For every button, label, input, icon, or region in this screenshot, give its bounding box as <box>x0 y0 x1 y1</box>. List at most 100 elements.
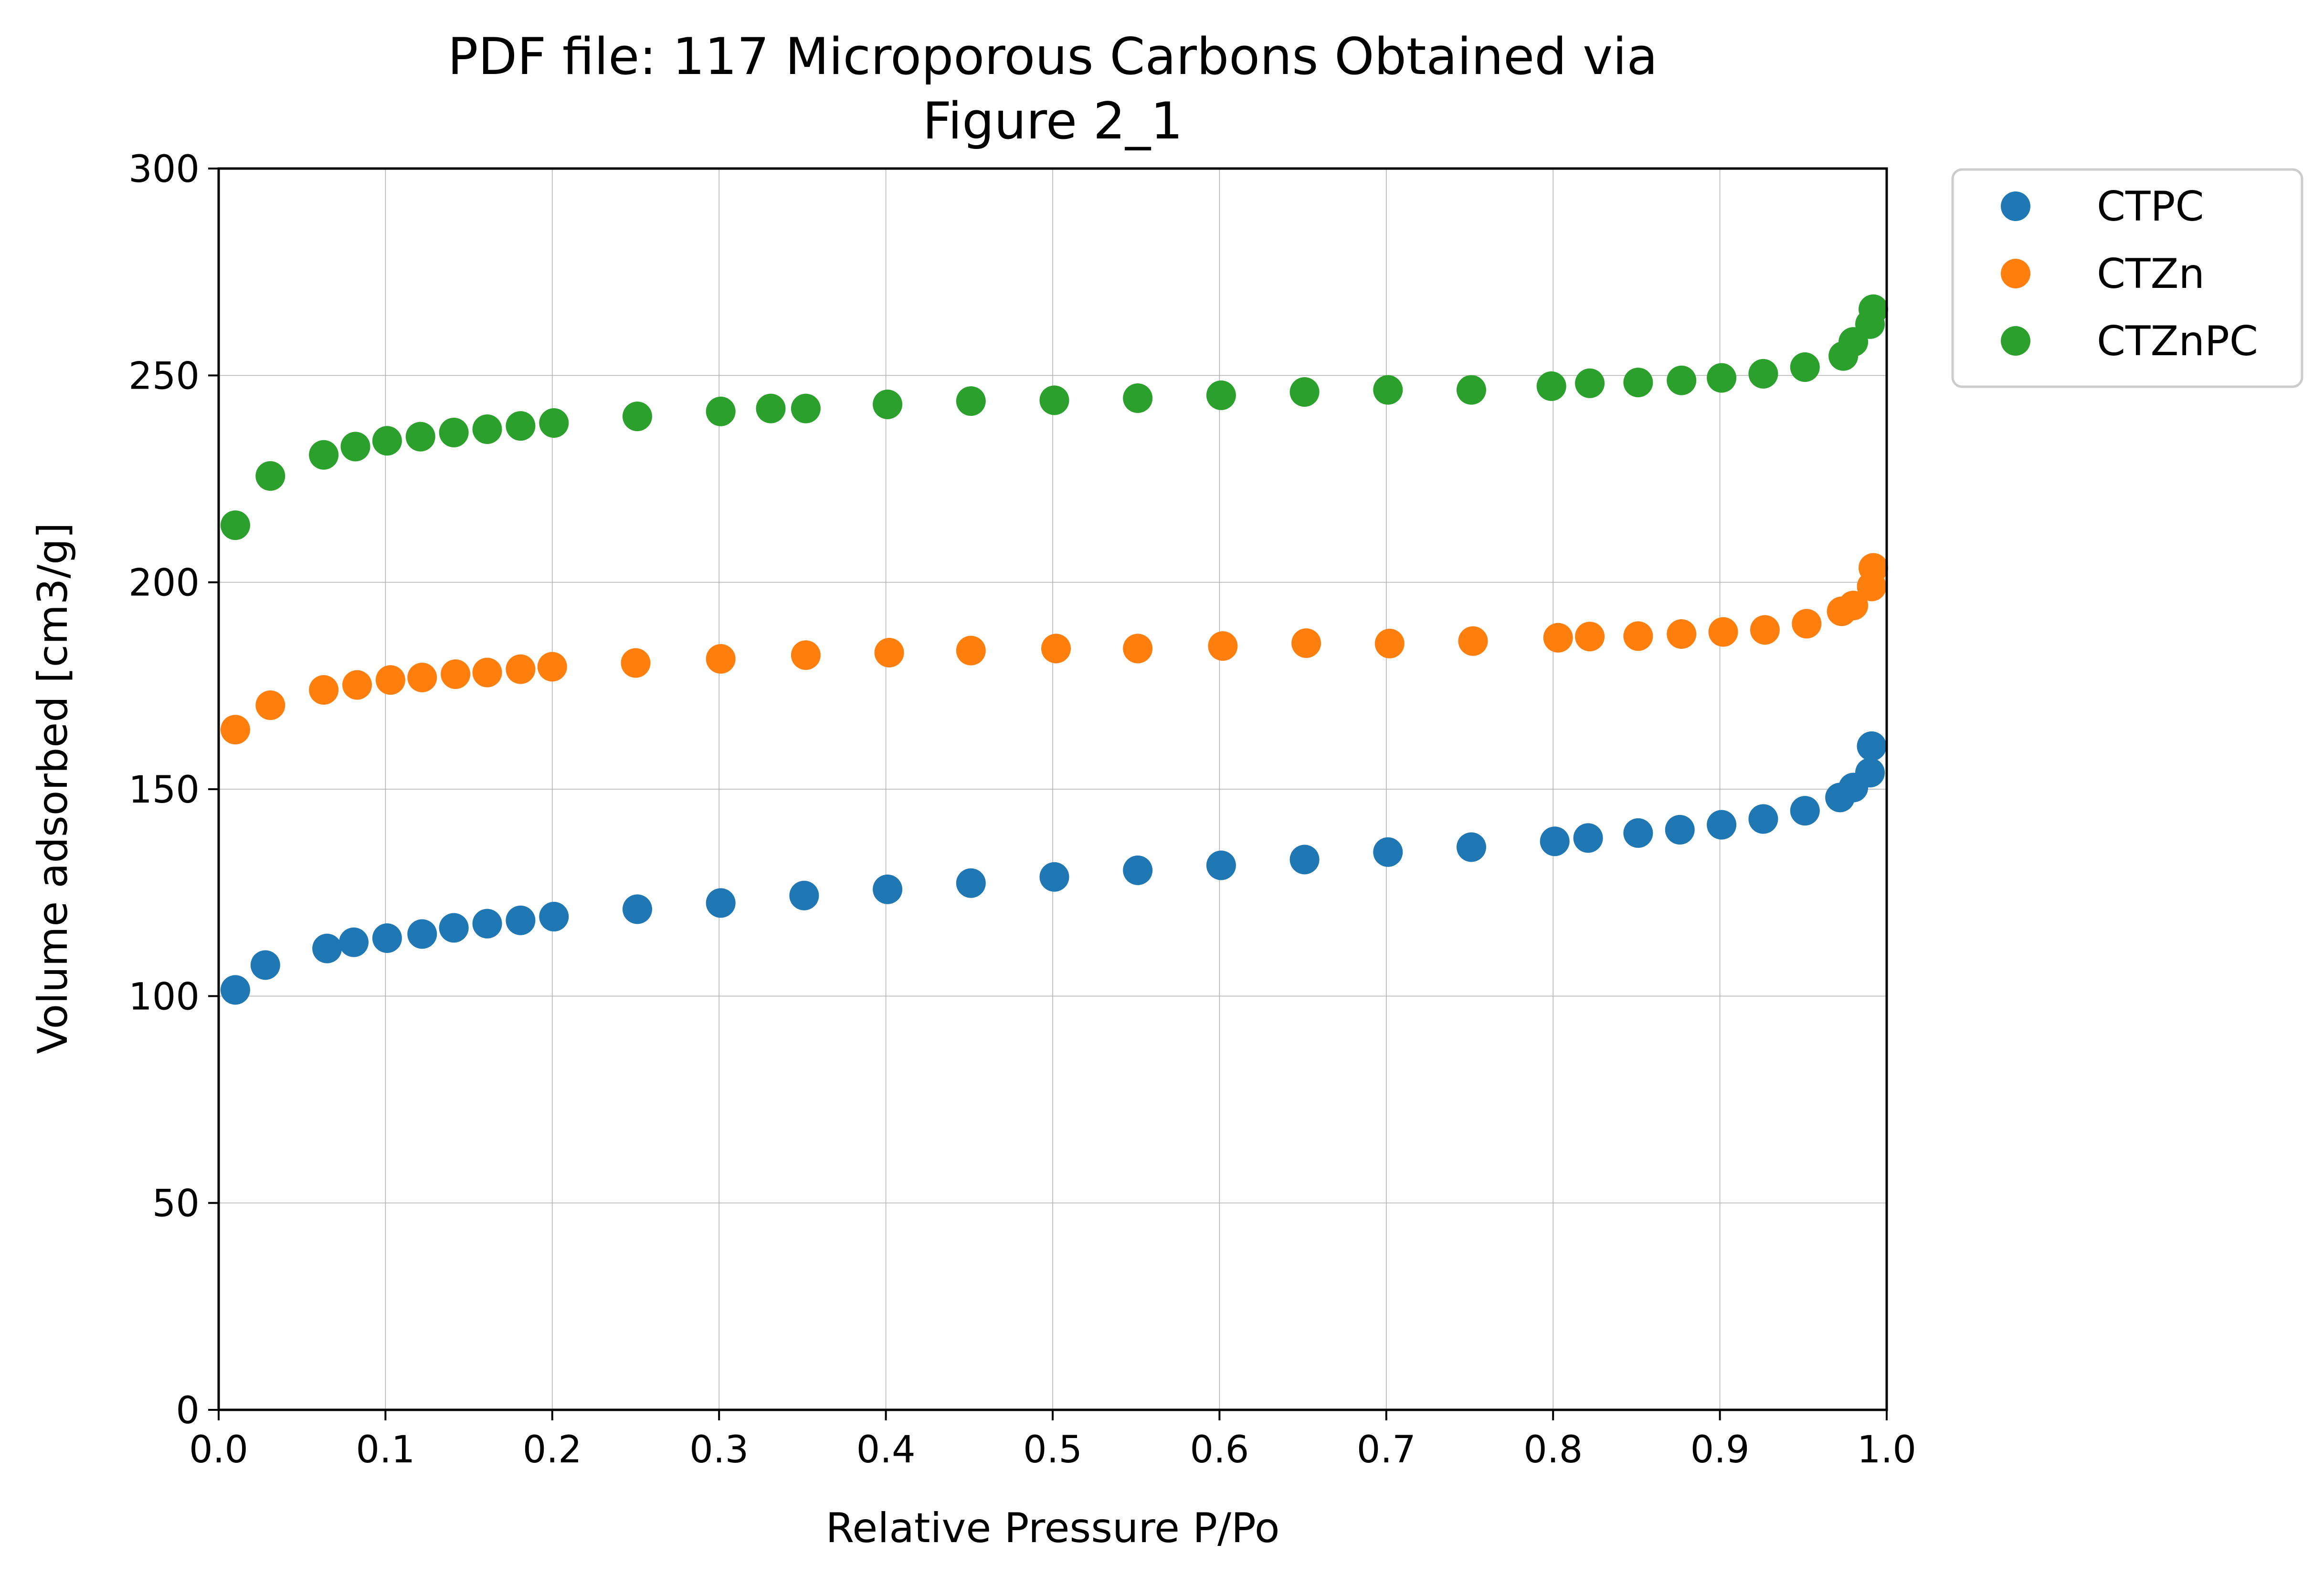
x-tick-label: 0.2 <box>523 1428 582 1471</box>
data-point-ctzn <box>1792 609 1822 639</box>
x-tick-label: 0.3 <box>689 1428 749 1471</box>
data-point-ctznpc <box>1456 375 1486 405</box>
x-tick-label: 0.0 <box>189 1428 248 1471</box>
legend-label-ctzn: CTZn <box>2097 250 2205 298</box>
data-point-ctznpc <box>791 393 821 423</box>
data-points <box>220 294 1889 1005</box>
data-point-ctznpc <box>1748 359 1778 389</box>
data-point-ctzn <box>1623 621 1653 651</box>
data-point-ctznpc <box>372 426 402 456</box>
data-point-ctzn <box>1291 628 1321 658</box>
data-point-ctzn <box>1374 628 1405 658</box>
legend-marker-ctznpc <box>2001 326 2030 356</box>
data-point-ctznpc <box>1123 383 1153 413</box>
data-point-ctpc <box>1623 818 1653 848</box>
data-point-ctzn <box>1859 553 1889 583</box>
data-point-ctzn <box>537 652 567 682</box>
data-point-ctpc <box>1456 832 1486 862</box>
data-point-ctpc <box>1857 731 1887 761</box>
y-tick-label: 300 <box>128 148 200 191</box>
legend-marker-ctpc <box>2001 191 2030 221</box>
data-point-ctpc <box>1206 850 1236 880</box>
x-tick-label: 0.1 <box>356 1428 415 1471</box>
data-point-ctzn <box>1838 591 1869 621</box>
data-point-ctznpc <box>1707 363 1737 393</box>
data-point-ctzn <box>1208 631 1238 661</box>
data-point-ctpc <box>339 927 369 957</box>
data-point-ctznpc <box>1373 375 1403 405</box>
data-point-ctznpc <box>1623 368 1653 398</box>
y-tick-label: 50 <box>152 1183 200 1226</box>
y-tick-label: 250 <box>128 355 200 398</box>
data-point-ctznpc <box>220 510 250 540</box>
x-tick-label: 1.0 <box>1857 1428 1916 1471</box>
data-point-ctpc <box>706 888 736 918</box>
data-point-ctpc <box>472 909 502 939</box>
x-tick-label: 0.6 <box>1190 1428 1249 1471</box>
data-point-ctzn <box>1041 634 1071 664</box>
data-point-ctpc <box>956 868 986 898</box>
data-point-ctznpc <box>1039 385 1069 415</box>
data-point-ctpc <box>1373 837 1403 867</box>
data-point-ctzn <box>621 648 651 678</box>
data-point-ctzn <box>1543 623 1573 653</box>
data-point-ctpc <box>622 894 652 924</box>
y-tick-label: 0 <box>176 1389 200 1432</box>
data-point-ctzn <box>1458 626 1488 656</box>
data-point-ctzn <box>255 690 285 720</box>
data-point-ctznpc <box>706 396 736 426</box>
x-tick-label: 0.8 <box>1523 1428 1583 1471</box>
x-tick-label: 0.9 <box>1690 1428 1750 1471</box>
data-point-ctpc <box>1289 845 1320 875</box>
data-point-ctzn <box>1667 619 1697 649</box>
legend: CTPC CTZn CTZnPC <box>1951 168 2303 388</box>
data-point-ctznpc <box>873 390 903 419</box>
legend-items: CTPC CTZn CTZnPC <box>2001 183 2258 365</box>
data-point-ctzn <box>309 675 339 705</box>
data-point-ctznpc <box>1667 365 1697 395</box>
data-point-ctpc <box>1707 810 1737 840</box>
y-tick-label: 150 <box>128 769 200 812</box>
data-point-ctznpc <box>506 411 536 441</box>
data-point-ctpc <box>539 901 569 931</box>
y-tick-label: 200 <box>128 562 200 605</box>
data-point-ctzn <box>791 640 821 670</box>
series-ctzn <box>220 553 1889 745</box>
data-point-ctpc <box>439 913 469 943</box>
x-tick-label: 0.5 <box>1023 1428 1082 1471</box>
chart-title-line1: PDF file: 117 Microporous Carbons Obtain… <box>448 27 1658 86</box>
data-point-ctpc <box>1573 823 1603 853</box>
data-point-ctzn <box>874 638 904 667</box>
data-point-ctzn <box>375 665 405 695</box>
data-point-ctznpc <box>340 432 370 462</box>
data-point-ctznpc <box>1859 294 1889 324</box>
data-point-ctpc <box>1123 855 1153 885</box>
data-point-ctznpc <box>255 461 285 491</box>
x-axis-label: Relative Pressure P/Po <box>826 1504 1280 1552</box>
data-point-ctpc <box>250 950 280 980</box>
data-point-ctpc <box>312 933 342 963</box>
data-point-ctpc <box>1039 862 1069 892</box>
legend-label-ctznpc: CTZnPC <box>2097 317 2258 365</box>
data-point-ctzn <box>441 659 471 689</box>
data-point-ctpc <box>789 880 819 910</box>
data-point-ctpc <box>506 905 536 935</box>
data-point-ctznpc <box>1790 352 1820 382</box>
data-point-ctznpc <box>1206 380 1236 410</box>
data-point-ctpc <box>1540 826 1570 857</box>
data-point-ctznpc <box>1575 368 1605 398</box>
data-point-ctpc <box>1748 804 1778 834</box>
legend-marker-ctzn <box>2001 259 2030 288</box>
x-tick-label: 0.7 <box>1357 1428 1416 1471</box>
data-point-ctzn <box>706 644 736 674</box>
data-point-ctpc <box>873 874 903 904</box>
data-point-ctzn <box>220 715 250 745</box>
data-point-ctpc <box>372 923 402 953</box>
data-point-ctpc <box>1665 814 1695 845</box>
legend-label-ctpc: CTPC <box>2097 183 2204 231</box>
data-point-ctznpc <box>756 393 786 423</box>
data-point-ctznpc <box>1536 371 1566 401</box>
data-point-ctznpc <box>405 422 435 452</box>
